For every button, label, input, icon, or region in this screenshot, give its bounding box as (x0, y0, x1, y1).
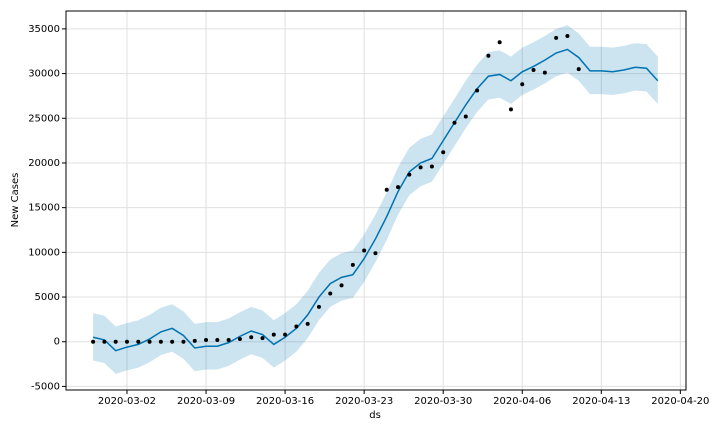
data-point (305, 321, 310, 326)
y-tick-label: -5000 (31, 381, 60, 392)
data-point (147, 339, 152, 344)
data-point (226, 337, 231, 342)
data-point (362, 248, 367, 253)
x-tick-label: 2020-04-20 (651, 396, 709, 407)
data-point (91, 339, 96, 344)
data-point (215, 337, 220, 342)
data-point (407, 172, 412, 177)
y-tick-label: 20000 (28, 158, 60, 169)
y-tick-label: 35000 (28, 24, 60, 35)
x-tick-label: 2020-03-09 (177, 396, 235, 407)
forecast-line (92, 48, 659, 352)
x-tick-label: 2020-03-30 (414, 396, 472, 407)
data-point (497, 40, 502, 45)
data-point (237, 337, 242, 342)
x-tick-label: 2020-04-06 (493, 396, 551, 407)
data-point (271, 332, 276, 337)
data-point (328, 291, 333, 296)
data-point (350, 262, 355, 267)
data-point (124, 339, 129, 344)
y-tick-label: 30000 (28, 69, 60, 80)
x-tick-label: 2020-03-02 (98, 396, 156, 407)
data-point (181, 339, 186, 344)
data-point (508, 107, 513, 112)
data-point (339, 283, 344, 288)
y-tick-label: 25000 (28, 113, 60, 124)
data-point (294, 324, 299, 329)
x-tick-label: 2020-04-13 (572, 396, 630, 407)
y-axis-label: New Cases (10, 173, 21, 228)
data-point (429, 164, 434, 169)
data-point (192, 338, 197, 343)
data-point (260, 336, 265, 341)
data-point (463, 114, 468, 119)
x-axis-label: ds (369, 410, 381, 421)
data-point (576, 67, 581, 72)
data-point (384, 187, 389, 192)
data-point (418, 165, 423, 170)
data-point (136, 339, 141, 344)
data-point (441, 150, 446, 155)
data-point (554, 35, 559, 40)
data-point (565, 34, 570, 39)
x-tick-label: 2020-03-16 (256, 396, 314, 407)
x-tick-label: 2020-03-23 (335, 396, 393, 407)
data-point (170, 339, 175, 344)
data-point (283, 332, 288, 337)
y-tick-label: 5000 (35, 292, 60, 303)
y-tick-label: 0 (54, 337, 60, 348)
data-point (373, 251, 378, 256)
data-point (396, 185, 401, 190)
data-point (475, 88, 480, 93)
data-point (204, 337, 209, 342)
data-point (113, 339, 118, 344)
data-point (249, 335, 254, 340)
data-point (158, 339, 163, 344)
data-point (542, 70, 547, 75)
data-point (102, 339, 107, 344)
data-point (531, 67, 536, 72)
y-tick-label: 10000 (28, 247, 60, 258)
data-point (520, 82, 525, 87)
plot-frame (65, 10, 687, 391)
y-tick-label: 15000 (28, 203, 60, 214)
data-point (452, 120, 457, 125)
data-point (316, 304, 321, 309)
data-point (486, 53, 491, 58)
